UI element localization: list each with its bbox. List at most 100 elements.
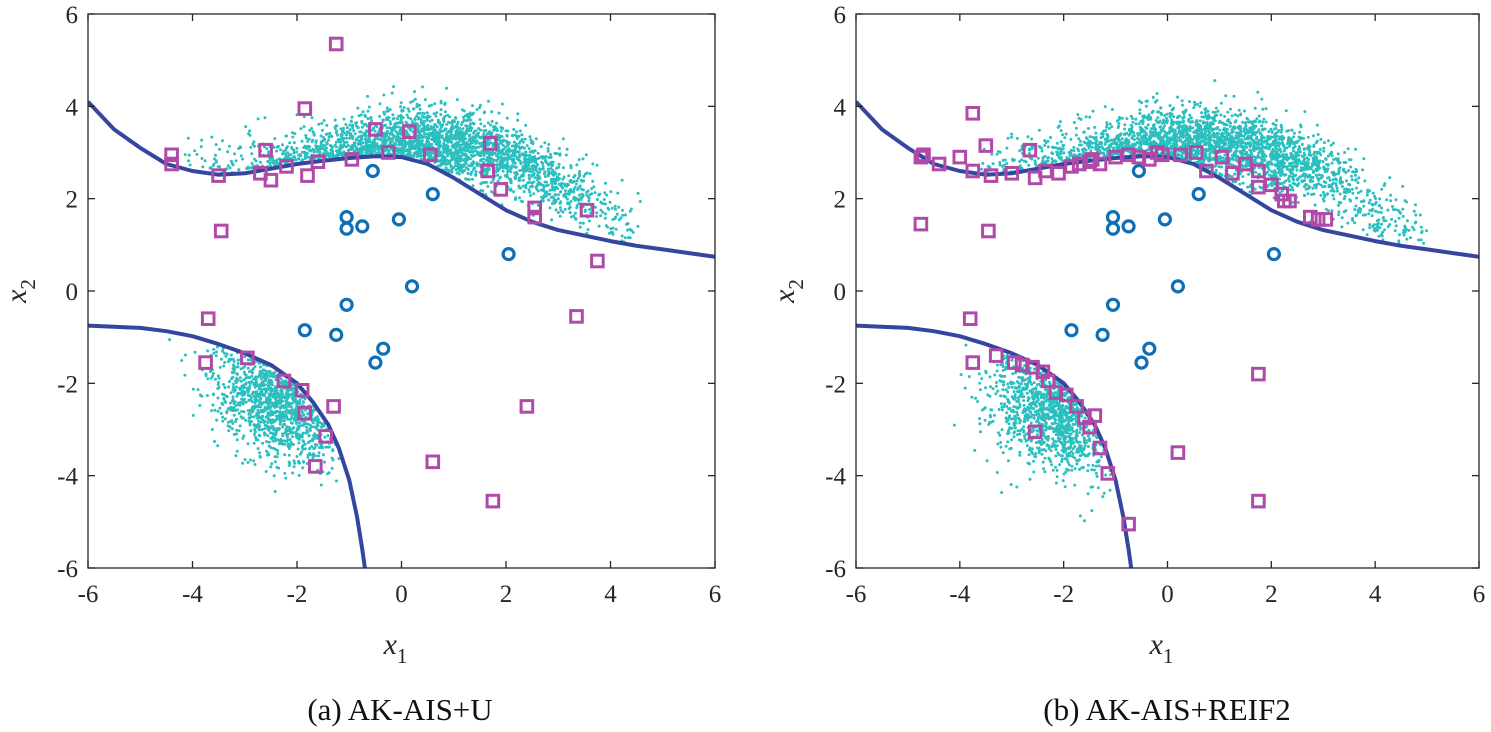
sample-point xyxy=(453,142,457,146)
sample-point xyxy=(231,397,235,401)
sample-point xyxy=(1233,113,1237,117)
sample-point xyxy=(464,177,468,181)
sample-point xyxy=(248,412,252,416)
sample-point xyxy=(252,459,256,463)
sample-point xyxy=(501,166,505,170)
sample-point xyxy=(541,156,545,160)
sample-point xyxy=(415,142,419,146)
sample-point xyxy=(214,153,217,157)
sample-point xyxy=(244,400,248,404)
sample-point xyxy=(242,434,246,438)
sample-point xyxy=(450,154,453,158)
sample-point xyxy=(250,374,254,378)
sample-point xyxy=(217,376,221,380)
sample-point xyxy=(180,359,184,362)
sample-point xyxy=(294,158,298,162)
sample-point xyxy=(432,112,436,116)
sample-point xyxy=(288,388,292,392)
sample-point xyxy=(399,138,403,142)
sample-point xyxy=(265,396,269,400)
sample-point xyxy=(293,132,297,136)
sample-point xyxy=(445,152,449,156)
sample-point xyxy=(1326,139,1330,143)
sample-point xyxy=(541,167,545,171)
sample-point xyxy=(583,210,587,213)
sample-point xyxy=(500,102,504,106)
sample-point xyxy=(291,383,295,387)
sample-point xyxy=(198,404,202,407)
sample-point xyxy=(429,125,433,129)
sample-point xyxy=(470,177,474,181)
sample-point xyxy=(536,173,540,177)
sample-point xyxy=(592,185,596,189)
sample-point xyxy=(547,198,551,202)
sample-point xyxy=(359,113,363,117)
sample-point xyxy=(551,168,555,172)
sample-point xyxy=(388,120,392,123)
sample-point xyxy=(547,156,551,159)
sample-point xyxy=(1336,189,1339,193)
limit-state-curve-0 xyxy=(88,100,715,259)
sample-point xyxy=(601,210,605,214)
sample-point xyxy=(587,219,591,223)
sample-point xyxy=(518,159,522,163)
sample-point xyxy=(523,156,527,160)
sample-point xyxy=(534,169,538,173)
sample-point xyxy=(212,347,216,351)
sample-point xyxy=(242,378,246,382)
sample-point xyxy=(518,178,522,182)
sample-point xyxy=(401,152,405,156)
sample-point xyxy=(468,145,472,149)
sample-point xyxy=(306,155,310,159)
sample-point xyxy=(270,462,274,466)
sample-point xyxy=(430,118,434,122)
sample-point xyxy=(382,93,386,97)
sample-point xyxy=(588,208,591,212)
added-design-point xyxy=(258,142,273,158)
added-design-point xyxy=(328,36,344,52)
sample-point xyxy=(213,440,216,443)
sample-point xyxy=(1374,209,1378,213)
sample-point xyxy=(248,129,252,133)
sample-point xyxy=(227,144,231,148)
sample-point xyxy=(437,159,441,163)
sample-point xyxy=(221,139,224,143)
sample-point xyxy=(265,147,269,151)
sample-point xyxy=(1380,206,1384,210)
sample-point xyxy=(271,392,275,396)
sample-point xyxy=(385,126,389,130)
sample-point xyxy=(528,167,532,171)
sample-point xyxy=(405,113,409,117)
sample-point xyxy=(452,119,456,123)
sample-point xyxy=(396,134,400,138)
sample-point xyxy=(586,228,590,232)
sample-point xyxy=(416,139,420,142)
sample-point xyxy=(1117,121,1121,125)
sample-point xyxy=(1322,146,1326,150)
sample-point xyxy=(1010,135,1013,139)
sample-point xyxy=(486,121,490,125)
sample-point xyxy=(1394,224,1398,228)
sample-point xyxy=(325,123,329,127)
sample-point xyxy=(252,383,256,387)
sample-point xyxy=(1303,179,1307,182)
sample-point xyxy=(262,392,266,396)
sample-point xyxy=(289,411,293,415)
sample-point xyxy=(495,121,498,125)
sample-point xyxy=(575,204,579,208)
sample-point xyxy=(335,131,338,135)
sample-point xyxy=(510,134,514,138)
sample-point xyxy=(452,126,456,129)
sample-point xyxy=(293,155,297,159)
sample-point xyxy=(193,149,197,153)
sample-point xyxy=(482,181,486,184)
sample-point xyxy=(477,131,480,135)
sample-point xyxy=(553,151,557,155)
sample-point xyxy=(211,372,215,375)
sample-point xyxy=(282,423,286,426)
sample-point xyxy=(448,148,452,152)
sample-point xyxy=(604,181,607,185)
sample-point xyxy=(611,226,615,230)
sample-point xyxy=(271,387,274,391)
sample-point xyxy=(509,179,513,182)
